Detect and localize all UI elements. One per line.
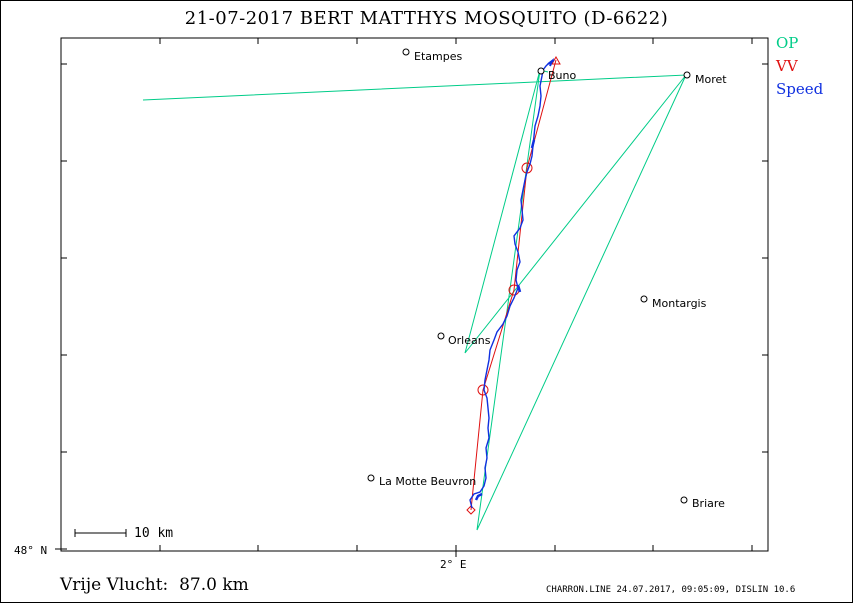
town-marker-etampes: [402, 48, 410, 56]
scale-label: 10 km: [134, 526, 174, 541]
legend-speed: Speed: [776, 80, 824, 98]
town-marker-moret: [683, 71, 691, 79]
town-label-buno: Buno: [548, 69, 577, 82]
lon-axis-label: 2° E: [440, 558, 467, 571]
lat-axis-label: 48° N: [14, 544, 48, 557]
town-label-etampes: Etampes: [414, 50, 463, 63]
lon-ticks: [60, 38, 753, 557]
legend-vv: VV: [776, 57, 798, 75]
op-task-lines: [142, 69, 687, 531]
plot-frame: [60, 37, 769, 552]
town-marker-montargis: [640, 295, 648, 303]
town-marker-briare: [680, 496, 688, 504]
town-marker-buno: [537, 67, 545, 75]
legend-op: OP: [776, 34, 799, 52]
page-title: 21-07-2017 BERT MATTHYS MOSQUITO (D-6622…: [184, 8, 669, 29]
free-flight-distance: Vrije Vlucht: 87.0 km: [60, 575, 249, 595]
scale-bar: [74, 529, 127, 537]
town-marker-orleans: [437, 332, 445, 340]
town-label-briare: Briare: [692, 497, 725, 510]
town-label-orleans: Orleans: [448, 334, 491, 347]
software-info: CHARRON.LINE 24.07.2017, 09:05:09, DISLI…: [546, 585, 796, 595]
speed-trace: [469, 58, 555, 509]
town-label-montargis: Montargis: [652, 297, 707, 310]
town-label-moret: Moret: [695, 73, 727, 86]
vv-turnpoint-1: [477, 384, 489, 396]
vv-finish-diamond: [466, 505, 476, 515]
town-label-la-motte-beuvron: La Motte Beuvron: [379, 475, 477, 488]
vv-legs: [466, 55, 561, 515]
town-markers: [367, 48, 691, 504]
town-marker-la-motte-beuvron: [367, 474, 375, 482]
